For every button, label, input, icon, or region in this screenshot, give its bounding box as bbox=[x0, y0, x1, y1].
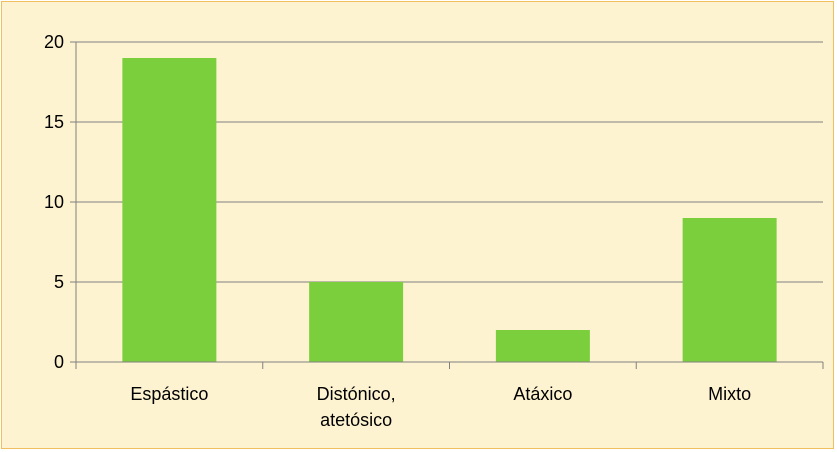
x-category-label: Distónico, atetósico bbox=[317, 384, 396, 430]
x-category-labels: Espástico Distónico, atetósico Atáxico Mixto bbox=[130, 384, 751, 430]
y-tick-label: 15 bbox=[44, 112, 64, 132]
y-tick-labels: 0 5 10 15 20 bbox=[44, 32, 64, 372]
bars bbox=[122, 58, 777, 362]
axes bbox=[70, 41, 824, 369]
x-category-label: Espástico bbox=[130, 384, 208, 404]
x-category-label: Mixto bbox=[708, 384, 751, 404]
bar-2 bbox=[495, 330, 590, 362]
y-tick-label: 10 bbox=[44, 192, 64, 212]
bar-0 bbox=[122, 58, 217, 362]
bar-3 bbox=[682, 218, 777, 362]
y-tick-label: 0 bbox=[54, 352, 64, 372]
x-category-label: Atáxico bbox=[513, 384, 572, 404]
y-tick-label: 20 bbox=[44, 32, 64, 52]
y-tick-label: 5 bbox=[54, 272, 64, 292]
bar-1 bbox=[309, 282, 404, 362]
